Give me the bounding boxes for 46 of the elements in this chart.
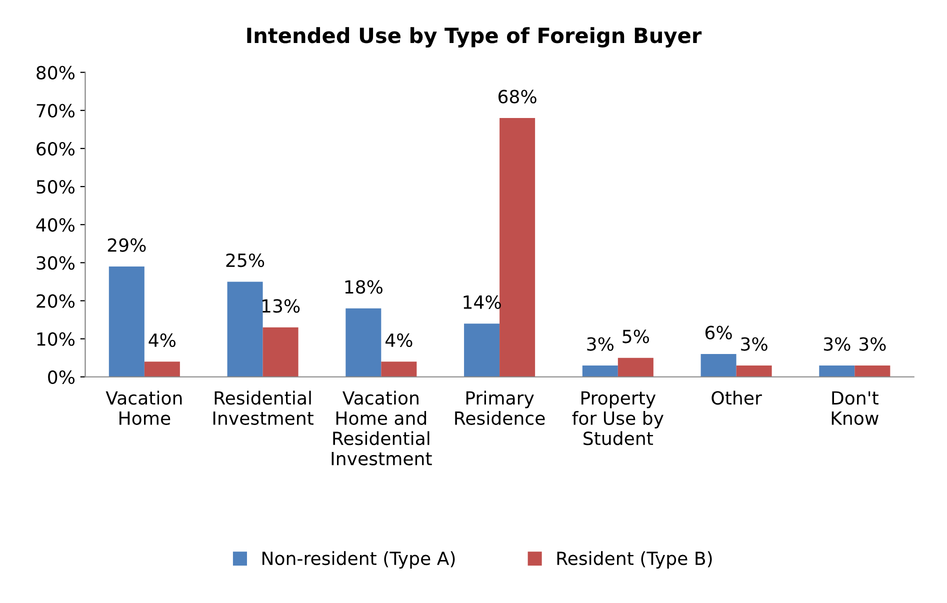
data-label: 3% [859, 337, 886, 351]
bar [346, 308, 382, 377]
y-tick-label: 70% [36, 104, 75, 118]
x-tick-label: Don't Know [832, 391, 878, 425]
x-tick-label: Vacation Home and Residential Investment [332, 390, 432, 466]
y-tick-label: 30% [36, 256, 75, 270]
chart-title: Intended Use by Type of Foreign Buyer [247, 27, 702, 48]
x-tick-label: Primary Residence [455, 390, 545, 425]
y-tick-label: 0% [48, 370, 75, 384]
bar [582, 365, 618, 377]
data-label: 3% [741, 337, 768, 351]
x-tick-label: Property for Use by Student [572, 391, 664, 446]
bar [736, 365, 772, 377]
data-label: 68% [498, 90, 536, 104]
x-tick-label: Residential Investment [213, 390, 314, 425]
data-label: 13% [262, 299, 300, 313]
data-label: 4% [148, 333, 176, 348]
y-tick-label: 50% [36, 180, 75, 194]
bar [108, 266, 144, 377]
y-tick-label: 60% [36, 142, 75, 156]
bar [854, 365, 890, 377]
bar [381, 362, 417, 377]
x-tick-label: Other [712, 390, 762, 405]
data-label: 29% [108, 238, 146, 252]
data-label: 5% [622, 330, 649, 344]
bar [819, 365, 855, 377]
y-tick-label: 40% [36, 218, 75, 232]
legend-label: Non-resident (Type A) [262, 551, 455, 569]
bar [618, 358, 654, 377]
bar [500, 118, 536, 377]
x-tick-label: Vacation Home [106, 390, 182, 425]
data-label: 6% [705, 326, 732, 340]
legend-label: Resident (Type B) [557, 551, 712, 569]
bar [262, 327, 298, 377]
data-label: 3% [824, 337, 850, 351]
y-tick-label: 10% [37, 332, 75, 346]
bar [144, 362, 180, 377]
bar [700, 354, 736, 377]
data-label: 4% [385, 333, 412, 348]
y-tick-label: 80% [36, 66, 75, 80]
data-label: 25% [226, 253, 264, 268]
bar [227, 282, 263, 377]
data-label: 18% [345, 280, 382, 294]
data-label: 3% [587, 337, 614, 351]
bar [464, 324, 500, 377]
y-tick-label: 20% [36, 294, 75, 308]
